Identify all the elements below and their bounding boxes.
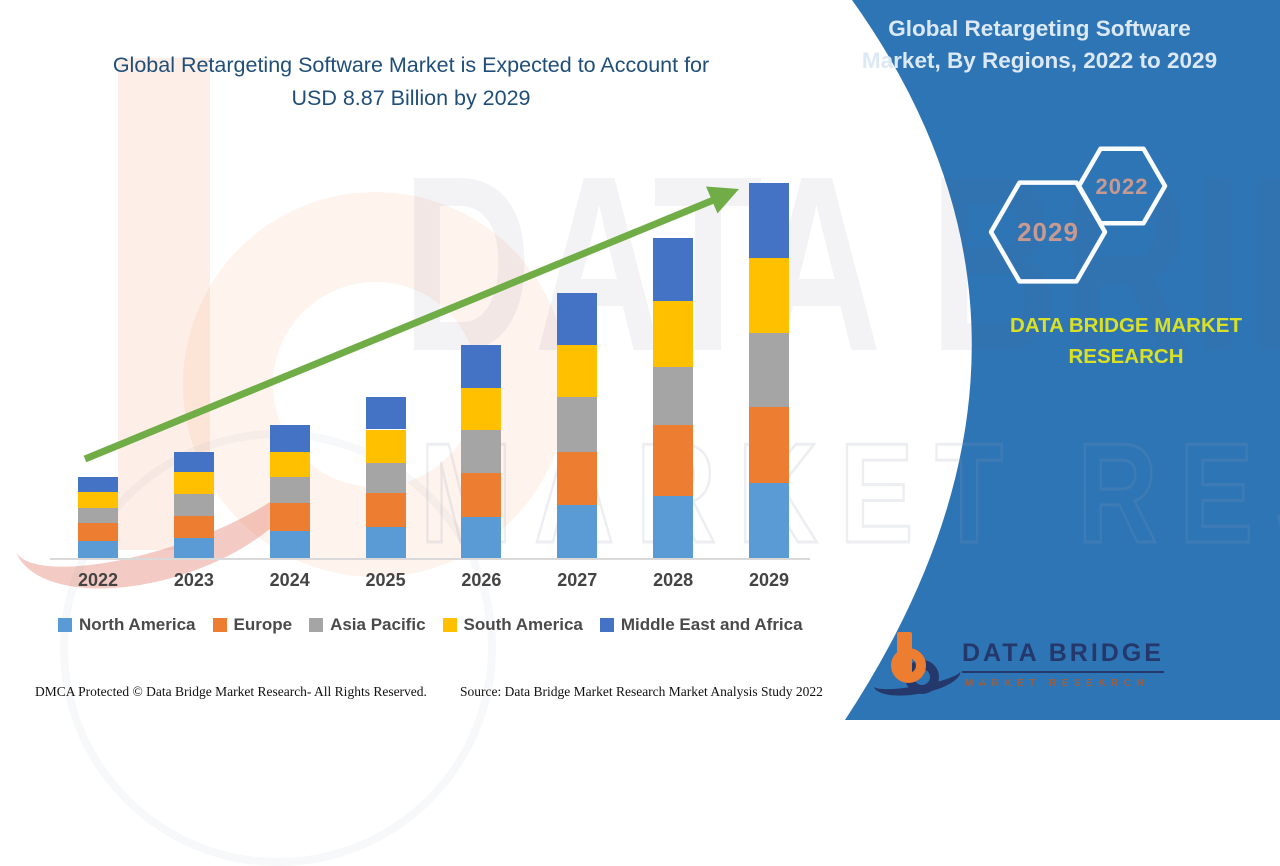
- legend-label: North America: [79, 615, 196, 634]
- legend-item-middle-east-and-africa: Middle East and Africa: [599, 615, 803, 635]
- bar-segment-2026-south-america: [461, 388, 502, 430]
- bar-segment-2023-south-america: [173, 472, 214, 495]
- data-bridge-logo: DATA BRIDGE MARKET RESEARCH: [870, 630, 1164, 702]
- logo-subtitle: MARKET RESEARCH: [965, 678, 1150, 689]
- legend-swatch-icon: [309, 618, 324, 632]
- bar-segment-2027-asia-pacific: [557, 396, 598, 453]
- year-hexagons: 2029 2022: [988, 146, 1168, 284]
- bar-segment-2027-europe: [557, 452, 598, 506]
- bar-segment-2029-europe: [748, 407, 789, 484]
- legend-swatch-icon: [442, 618, 457, 632]
- x-axis-label-2025: 2025: [365, 570, 406, 590]
- stacked-bar-chart: 2022 2023 2024 2025 2026 2027 2028 2029: [50, 160, 810, 590]
- bar-segment-2023-north-america: [173, 538, 214, 558]
- chart-legend: North America Europe Asia Pacific South Ame…: [58, 615, 803, 635]
- x-axis-label-2028: 2028: [653, 570, 694, 590]
- bar-segment-2025-europe: [365, 493, 406, 528]
- bar-segment-2025-asia-pacific: [365, 463, 406, 494]
- legend-swatch-icon: [58, 618, 72, 632]
- x-axis-label-2023: 2023: [173, 570, 214, 590]
- legend-label: Middle East and Africa: [620, 615, 803, 634]
- bar-segment-2026-asia-pacific: [461, 429, 502, 474]
- bar-segment-2026-europe: [461, 473, 502, 517]
- bar-segment-2024-middle-east-and-africa: [269, 425, 310, 453]
- bar-segment-2029-middle-east-and-africa: [748, 183, 789, 259]
- hexagon-2022-label: 2022: [1096, 174, 1149, 199]
- x-axis-label-2026: 2026: [461, 570, 502, 590]
- legend-item-asia-pacific: Asia Pacific: [309, 615, 426, 635]
- bar-segment-2029-south-america: [748, 258, 789, 334]
- logo-bowl-orange-icon: [891, 648, 926, 683]
- bar-segment-2025-north-america: [365, 527, 406, 558]
- legend-item-south-america: South America: [442, 615, 583, 635]
- side-panel-title-line2: Market, By Regions, 2022 to 2029: [861, 48, 1218, 73]
- bar-segment-2023-asia-pacific: [173, 494, 214, 517]
- hexagon-2022: [1076, 146, 1168, 226]
- x-axis-label-2024: 2024: [269, 570, 310, 590]
- legend-label: Asia Pacific: [330, 615, 426, 634]
- side-panel-title: Global Retargeting Software Market, By R…: [827, 13, 1252, 77]
- bar-segment-2028-asia-pacific: [653, 366, 694, 425]
- blue-panel-shape: [845, 0, 1280, 720]
- bar-segment-2023-middle-east-and-africa: [173, 452, 214, 473]
- bar-segment-2028-south-america: [653, 300, 694, 367]
- bar-segment-2024-north-america: [269, 530, 310, 558]
- bar-segment-2025-south-america: [365, 429, 406, 464]
- hexagon-2029: [988, 180, 1108, 284]
- bar-segment-2025-middle-east-and-africa: [365, 397, 406, 430]
- bar-segment-2026-middle-east-and-africa: [461, 344, 502, 389]
- brand-text-line2: RESEARCH: [1068, 345, 1184, 368]
- bar-segment-2027-south-america: [557, 344, 598, 397]
- hexagon-2029-label: 2029: [1017, 217, 1079, 247]
- side-panel-title-line1: Global Retargeting Software: [888, 16, 1191, 41]
- brand-text: DATA BRIDGE MARKET RESEARCH: [975, 310, 1277, 372]
- legend-label: South America: [463, 615, 583, 634]
- footer-source-text: Source: Data Bridge Market Research Mark…: [460, 684, 823, 699]
- bar-segment-2022-south-america: [78, 492, 118, 509]
- bar-segment-2024-europe: [269, 503, 310, 531]
- bar-segment-2028-europe: [653, 424, 694, 496]
- brand-text-line1: DATA BRIDGE MARKET: [1010, 314, 1242, 337]
- legend-swatch-icon: [212, 618, 227, 632]
- bar-segment-2028-middle-east-and-africa: [653, 237, 694, 301]
- bar-segment-2029-north-america: [748, 483, 789, 558]
- x-axis-label-2027: 2027: [557, 570, 598, 590]
- logo-name: DATA BRIDGE: [962, 639, 1164, 673]
- legend-item-north-america: North America: [58, 615, 196, 635]
- page-title: Global Retargeting Software Market is Ex…: [55, 49, 767, 115]
- bar-segment-2027-north-america: [557, 505, 598, 558]
- bar-segment-2022-europe: [78, 522, 118, 542]
- bar-segment-2027-middle-east-and-africa: [557, 292, 598, 345]
- bar-segment-2029-asia-pacific: [748, 333, 789, 408]
- bar-segment-2024-south-america: [269, 452, 310, 478]
- legend-label: Europe: [233, 615, 293, 634]
- blue-side-panel: [845, 0, 1280, 720]
- legend-item-europe: Europe: [212, 615, 293, 635]
- bar-segment-2023-europe: [173, 516, 214, 539]
- footer-dmca-text: DMCA Protected © Data Bridge Market Rese…: [35, 684, 427, 699]
- bar-segment-2022-asia-pacific: [78, 508, 118, 523]
- bar-segment-2022-middle-east-and-africa: [78, 477, 118, 493]
- x-axis-label-2022: 2022: [77, 570, 119, 590]
- bar-segment-2024-asia-pacific: [269, 477, 310, 504]
- bar-segment-2022-north-america: [78, 541, 118, 558]
- page-title-line1: Global Retargeting Software Market is Ex…: [112, 53, 710, 77]
- page-title-line2: USD 8.87 Billion by 2029: [291, 86, 531, 110]
- x-axis-label-2029: 2029: [748, 570, 789, 590]
- bar-segment-2026-north-america: [461, 517, 502, 558]
- legend-swatch-icon: [599, 618, 614, 632]
- bar-segment-2028-north-america: [653, 495, 694, 558]
